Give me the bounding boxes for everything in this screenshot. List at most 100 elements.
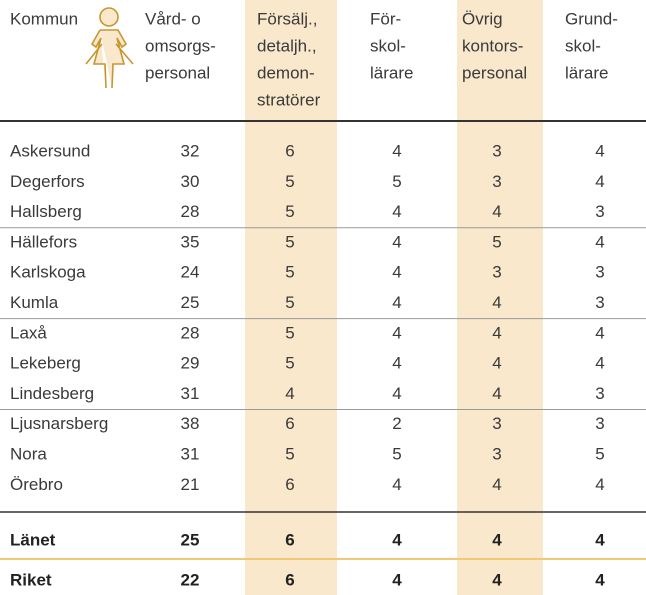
cell-value: 4 — [492, 202, 501, 221]
row-label: Lindesberg — [10, 384, 94, 403]
total-value: 25 — [181, 530, 200, 549]
cell-value: 3 — [595, 384, 604, 403]
column-header: personal — [145, 63, 210, 82]
total-value: 22 — [181, 570, 200, 589]
cell-value: 3 — [492, 141, 501, 160]
row-label: Ljusnarsberg — [10, 414, 108, 433]
cell-value: 4 — [492, 293, 501, 312]
column-header: Kommun — [10, 9, 78, 28]
column-header: skol- — [370, 36, 406, 55]
row-label: Nora — [10, 444, 47, 463]
cell-value: 6 — [285, 414, 294, 433]
cell-value: 4 — [392, 384, 401, 403]
cell-value: 3 — [492, 444, 501, 463]
total-value: 6 — [285, 530, 294, 549]
cell-value: 5 — [285, 293, 294, 312]
cell-value: 3 — [492, 172, 501, 191]
cell-value: 4 — [392, 323, 401, 342]
cell-value: 4 — [392, 293, 401, 312]
highlight-band — [457, 0, 543, 595]
row-label: Laxå — [10, 323, 47, 342]
total-label: Länet — [10, 530, 56, 549]
cell-value: 24 — [181, 263, 200, 282]
cell-value: 4 — [492, 384, 501, 403]
cell-value: 4 — [392, 232, 401, 251]
cell-value: 28 — [181, 202, 200, 221]
cell-value: 4 — [492, 354, 501, 373]
row-label: Karlskoga — [10, 263, 86, 282]
cell-value: 5 — [285, 323, 294, 342]
cell-value: 5 — [285, 232, 294, 251]
column-header: lärare — [565, 63, 608, 82]
column-header: detaljh., — [257, 36, 317, 55]
total-label: Riket — [10, 570, 52, 589]
column-header: Övrig — [462, 9, 503, 28]
row-label: Hällefors — [10, 232, 77, 251]
cell-value: 5 — [285, 202, 294, 221]
cell-value: 3 — [492, 414, 501, 433]
cell-value: 35 — [181, 232, 200, 251]
cell-value: 31 — [181, 444, 200, 463]
cell-value: 4 — [392, 141, 401, 160]
cell-value: 25 — [181, 293, 200, 312]
column-header: Försälj., — [257, 9, 317, 28]
cell-value: 30 — [181, 172, 200, 191]
cell-value: 6 — [285, 475, 294, 494]
cell-value: 5 — [595, 444, 604, 463]
cell-value: 4 — [595, 232, 604, 251]
cell-value: 29 — [181, 354, 200, 373]
column-header: stratörer — [257, 90, 321, 109]
cell-value: 5 — [492, 232, 501, 251]
cell-value: 4 — [595, 475, 604, 494]
column-header: För- — [370, 9, 401, 28]
cell-value: 21 — [181, 475, 200, 494]
cell-value: 4 — [392, 263, 401, 282]
cell-value: 5 — [285, 172, 294, 191]
total-value: 6 — [285, 570, 294, 589]
cell-value: 2 — [392, 414, 401, 433]
cell-value: 4 — [392, 202, 401, 221]
column-header: personal — [462, 63, 527, 82]
column-header: Grund- — [565, 9, 618, 28]
cell-value: 3 — [595, 202, 604, 221]
cell-value: 4 — [392, 354, 401, 373]
cell-value: 38 — [181, 414, 200, 433]
total-value: 4 — [595, 530, 605, 549]
row-label: Degerfors — [10, 172, 85, 191]
cell-value: 31 — [181, 384, 200, 403]
cell-value: 4 — [595, 141, 604, 160]
cell-value: 4 — [492, 475, 501, 494]
cell-value: 32 — [181, 141, 200, 160]
cell-value: 5 — [285, 444, 294, 463]
cell-value: 28 — [181, 323, 200, 342]
woman-icon — [85, 7, 134, 89]
cell-value: 5 — [285, 354, 294, 373]
total-value: 4 — [595, 570, 605, 589]
row-label: Lekeberg — [10, 354, 81, 373]
column-header: Vård- o — [145, 9, 201, 28]
column-header: demon- — [257, 63, 315, 82]
cell-value: 3 — [595, 263, 604, 282]
row-label: Örebro — [10, 475, 63, 494]
cell-value: 4 — [595, 172, 604, 191]
cell-value: 4 — [595, 354, 604, 373]
cell-value: 4 — [392, 475, 401, 494]
column-header: lärare — [370, 63, 413, 82]
cell-value: 4 — [492, 323, 501, 342]
highlight-band — [245, 0, 337, 595]
cell-value: 3 — [595, 414, 604, 433]
cell-value: 4 — [285, 384, 294, 403]
total-value: 4 — [492, 570, 502, 589]
cell-value: 6 — [285, 141, 294, 160]
column-header: kontors- — [462, 36, 523, 55]
row-label: Hallsberg — [10, 202, 82, 221]
row-label: Kumla — [10, 293, 59, 312]
cell-value: 5 — [392, 172, 401, 191]
row-label: Askersund — [10, 141, 90, 160]
total-value: 4 — [392, 530, 402, 549]
cell-value: 4 — [595, 323, 604, 342]
total-value: 4 — [392, 570, 402, 589]
cell-value: 3 — [492, 263, 501, 282]
